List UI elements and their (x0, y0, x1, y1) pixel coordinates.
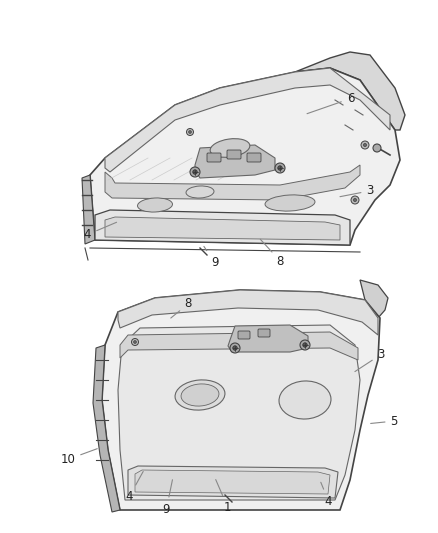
Circle shape (364, 143, 367, 147)
FancyBboxPatch shape (207, 153, 221, 162)
Text: 9: 9 (162, 480, 173, 515)
Text: 10: 10 (60, 449, 97, 466)
Text: 4: 4 (321, 482, 332, 507)
Text: 4: 4 (125, 472, 143, 503)
Polygon shape (105, 165, 360, 200)
Polygon shape (360, 280, 388, 318)
Circle shape (353, 198, 357, 201)
Polygon shape (195, 145, 275, 178)
Ellipse shape (181, 384, 219, 406)
Polygon shape (90, 68, 400, 245)
Ellipse shape (138, 198, 173, 212)
Text: 9: 9 (204, 246, 219, 269)
Polygon shape (118, 325, 360, 500)
Circle shape (230, 343, 240, 353)
Text: 8: 8 (171, 297, 192, 318)
Text: 1: 1 (216, 480, 232, 514)
Ellipse shape (210, 139, 250, 157)
FancyBboxPatch shape (238, 331, 250, 339)
Text: 3: 3 (355, 348, 385, 372)
Circle shape (303, 343, 307, 348)
Ellipse shape (186, 186, 214, 198)
Text: 4: 4 (84, 222, 117, 241)
Polygon shape (105, 217, 340, 240)
Circle shape (233, 346, 237, 350)
Circle shape (361, 141, 369, 149)
Circle shape (189, 131, 191, 133)
Circle shape (351, 196, 359, 204)
Circle shape (187, 128, 194, 135)
Polygon shape (135, 470, 330, 494)
Polygon shape (118, 290, 378, 335)
Text: 3: 3 (340, 184, 374, 197)
Ellipse shape (175, 380, 225, 410)
FancyBboxPatch shape (247, 153, 261, 162)
Polygon shape (228, 325, 308, 352)
Circle shape (131, 338, 138, 345)
Text: 6: 6 (307, 92, 354, 114)
Polygon shape (82, 175, 95, 244)
Polygon shape (93, 345, 120, 512)
Text: 8: 8 (260, 239, 284, 268)
Ellipse shape (265, 195, 315, 211)
Polygon shape (105, 68, 390, 172)
Circle shape (134, 341, 136, 343)
Circle shape (193, 169, 197, 174)
Polygon shape (295, 52, 405, 130)
Text: 5: 5 (371, 415, 398, 427)
Circle shape (300, 340, 310, 350)
Polygon shape (95, 210, 350, 245)
Circle shape (275, 163, 285, 173)
Circle shape (373, 144, 381, 152)
Ellipse shape (279, 381, 331, 419)
FancyBboxPatch shape (258, 329, 270, 337)
Polygon shape (128, 466, 338, 498)
Polygon shape (120, 332, 358, 360)
Circle shape (190, 167, 200, 177)
Circle shape (278, 166, 282, 170)
FancyBboxPatch shape (227, 150, 241, 159)
Polygon shape (102, 290, 380, 510)
